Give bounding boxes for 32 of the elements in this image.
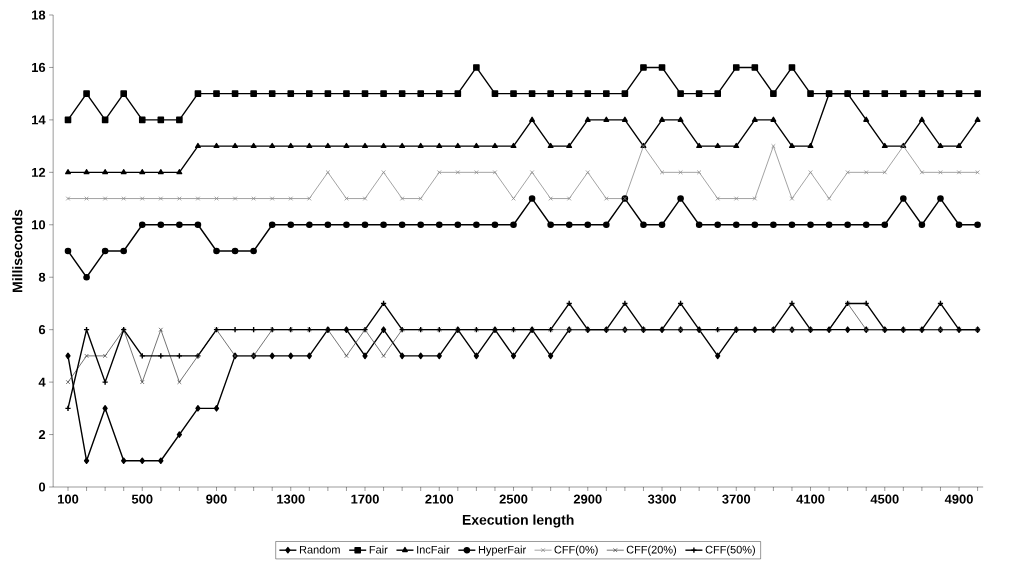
y-tick-label: 14: [32, 115, 46, 125]
x-tick-label: 4100: [796, 494, 825, 504]
y-tick-label: 18: [32, 10, 46, 20]
legend-label: HyperFair: [478, 545, 526, 556]
x-tick-label: 500: [131, 494, 153, 504]
x-tick-label: 2100: [425, 494, 454, 504]
x-tick-label: 2500: [499, 494, 528, 504]
legend-label: IncFair: [417, 545, 450, 554]
x-axis-title: Execution length: [462, 514, 574, 528]
x-tick-label: 100: [58, 494, 79, 504]
x-tick-label: 1300: [277, 494, 305, 504]
legend-label: Fair: [369, 545, 388, 554]
y-tick-label: 16: [32, 62, 46, 73]
y-tick-label: 0: [38, 482, 46, 492]
x-tick-label: 2900: [573, 494, 602, 504]
legend-label: CFF(0%): [554, 545, 598, 556]
legend-label: CFF(20%): [626, 545, 677, 556]
x-tick-label: 4900: [944, 494, 973, 504]
x-tick-label: 4500: [870, 494, 899, 504]
y-tick-label: 6: [38, 325, 46, 335]
y-tick-label: 8: [38, 272, 46, 282]
y-axis-title: Milliseconds: [12, 209, 23, 292]
legend-label: Random: [299, 545, 340, 554]
y-tick-label: 2: [38, 430, 46, 440]
legend-label: CFF(50%): [705, 545, 755, 556]
y-tick-label: 10: [32, 220, 46, 230]
y-tick-label: 4: [38, 377, 46, 387]
x-tick-label: 3700: [722, 494, 751, 504]
x-tick-label: 1700: [351, 494, 379, 504]
x-tick-label: 3300: [647, 494, 676, 504]
x-tick-label: 900: [206, 494, 227, 504]
y-tick-label: 12: [32, 167, 46, 177]
